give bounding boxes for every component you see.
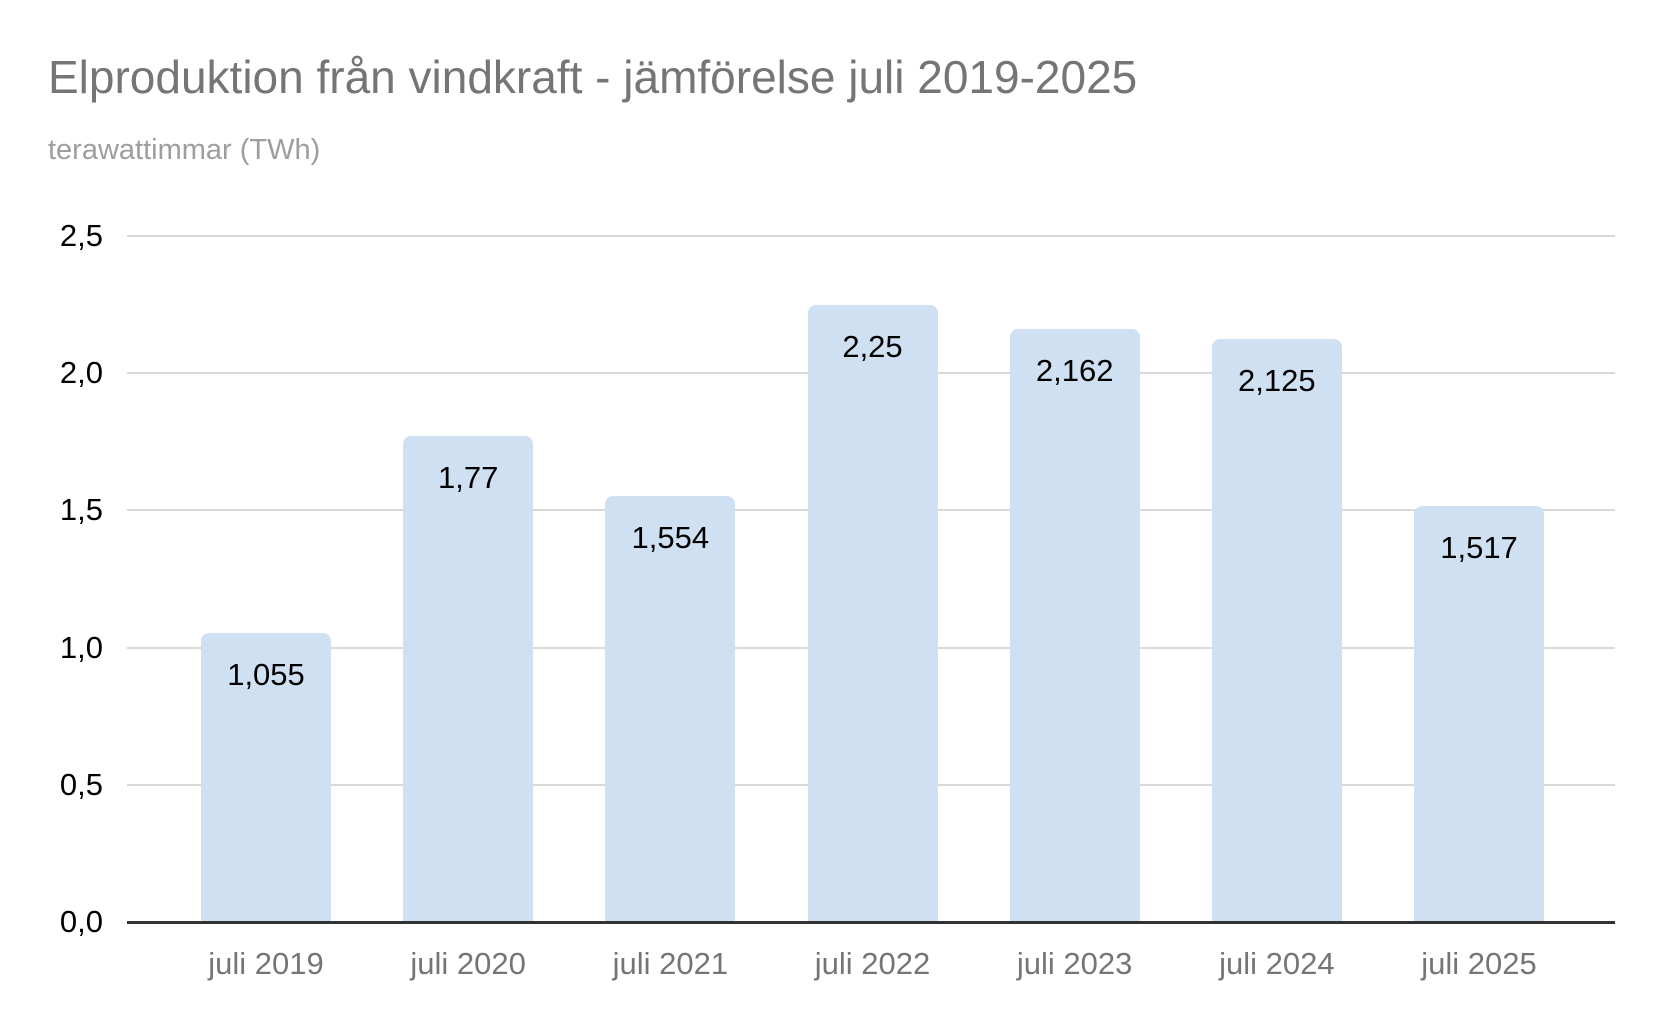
bar-juli-2025[interactable] — [1414, 505, 1545, 922]
gridline — [127, 235, 1615, 237]
y-axis-tick-label: 0,5 — [59, 766, 103, 802]
x-axis-tick-label: juli 2020 — [410, 946, 526, 981]
bar-juli-2023[interactable] — [1009, 328, 1140, 922]
bar-juli-2020[interactable] — [403, 436, 534, 922]
y-axis-tick-label: 2,5 — [59, 218, 103, 253]
x-axis-tick-label: juli 2022 — [814, 946, 931, 981]
bar-juli-2022[interactable] — [807, 304, 938, 922]
x-axis-tick-label: juli 2019 — [208, 946, 324, 981]
x-axis-tick-label: juli 2024 — [1219, 946, 1335, 981]
x-axis-tick-label: juli 2021 — [612, 946, 729, 981]
y-axis-tick-label: 2,0 — [59, 355, 103, 391]
y-axis-tick-label: 0,0 — [59, 904, 103, 939]
chart-subtitle: terawattimmar (TWh) — [48, 134, 321, 166]
bar-juli-2021[interactable] — [605, 495, 736, 922]
x-axis-line — [127, 921, 1615, 924]
chart-title: Elproduktion från vindkraft - jämförelse… — [48, 51, 1138, 103]
y-axis-tick-label: 1,5 — [59, 492, 103, 528]
x-axis-tick-label: juli 2023 — [1016, 946, 1133, 981]
y-axis-tick-label: 1,0 — [59, 629, 103, 665]
bar-juli-2024[interactable] — [1211, 338, 1342, 922]
x-axis-tick-label: juli 2025 — [1421, 946, 1537, 981]
bar-juli-2019[interactable] — [201, 632, 331, 922]
